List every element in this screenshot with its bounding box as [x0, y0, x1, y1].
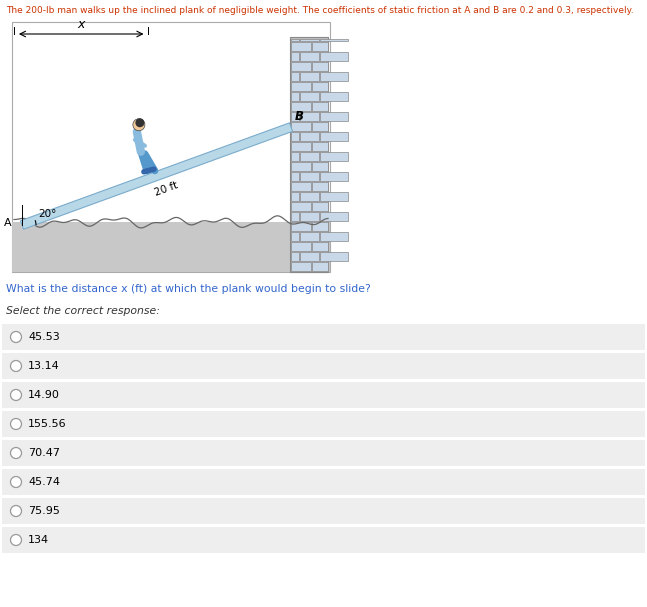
Bar: [320, 251, 348, 260]
Bar: [300, 191, 320, 200]
Text: A: A: [5, 218, 12, 228]
Text: The 200-lb man walks up the inclined plank of negligible weight. The coefficient: The 200-lb man walks up the inclined pla…: [6, 6, 633, 15]
Bar: [312, 141, 328, 151]
Circle shape: [10, 418, 21, 430]
Text: 155.56: 155.56: [28, 419, 67, 429]
Bar: [312, 161, 328, 171]
Circle shape: [10, 361, 21, 371]
Bar: [312, 242, 328, 251]
Bar: [300, 112, 320, 121]
Bar: [291, 211, 298, 220]
Bar: [312, 41, 328, 50]
Bar: [320, 152, 348, 160]
Text: 13.14: 13.14: [28, 361, 60, 371]
Text: 20 ft: 20 ft: [153, 180, 180, 198]
Bar: [291, 181, 311, 191]
Bar: [300, 251, 320, 260]
Bar: [320, 211, 348, 220]
Bar: [312, 262, 328, 271]
Circle shape: [10, 390, 21, 401]
Circle shape: [10, 447, 21, 458]
Bar: [291, 38, 298, 41]
Bar: [291, 92, 298, 101]
Bar: [291, 202, 311, 211]
Bar: [320, 191, 348, 200]
Circle shape: [133, 119, 145, 131]
Bar: [300, 132, 320, 140]
Bar: [300, 92, 320, 101]
Polygon shape: [12, 222, 330, 272]
Bar: [290, 37, 328, 272]
Text: 45.74: 45.74: [28, 477, 60, 487]
Bar: [291, 132, 298, 140]
Bar: [320, 231, 348, 240]
Bar: [291, 222, 311, 231]
Text: 45.53: 45.53: [28, 332, 60, 342]
Bar: [300, 152, 320, 160]
Text: 20°: 20°: [38, 209, 56, 219]
Bar: [300, 72, 320, 81]
Bar: [320, 52, 348, 61]
Circle shape: [10, 535, 21, 546]
Bar: [320, 112, 348, 121]
Bar: [312, 202, 328, 211]
Bar: [320, 72, 348, 81]
Bar: [320, 172, 348, 180]
Bar: [320, 92, 348, 101]
Bar: [291, 251, 298, 260]
Circle shape: [10, 476, 21, 487]
Bar: [2, 440, 645, 466]
Bar: [2, 527, 645, 553]
Bar: [2, 469, 645, 495]
Bar: [320, 132, 348, 140]
Text: B: B: [295, 110, 304, 123]
Bar: [300, 211, 320, 220]
Text: x: x: [78, 18, 85, 31]
Bar: [291, 172, 298, 180]
Text: What is the distance x (ft) at which the plank would begin to slide?: What is the distance x (ft) at which the…: [6, 284, 371, 294]
Bar: [2, 353, 645, 379]
Bar: [312, 121, 328, 131]
Bar: [291, 112, 298, 121]
Bar: [2, 382, 645, 408]
Bar: [291, 141, 311, 151]
Bar: [312, 81, 328, 90]
Text: 70.47: 70.47: [28, 448, 60, 458]
Bar: [320, 38, 348, 41]
Bar: [312, 222, 328, 231]
Bar: [291, 101, 311, 110]
Bar: [291, 61, 311, 70]
Bar: [291, 152, 298, 160]
Text: 14.90: 14.90: [28, 390, 60, 400]
Bar: [291, 81, 311, 90]
Bar: [2, 498, 645, 524]
Bar: [312, 101, 328, 110]
Circle shape: [10, 506, 21, 517]
Bar: [300, 38, 320, 41]
Circle shape: [10, 331, 21, 342]
Bar: [2, 324, 645, 350]
Bar: [2, 411, 645, 437]
Bar: [12, 22, 330, 272]
Bar: [300, 52, 320, 61]
Bar: [300, 172, 320, 180]
Text: 75.95: 75.95: [28, 506, 60, 516]
Bar: [291, 161, 311, 171]
Text: 134: 134: [28, 535, 49, 545]
Bar: [312, 61, 328, 70]
Bar: [312, 181, 328, 191]
Bar: [291, 191, 298, 200]
Polygon shape: [21, 123, 292, 229]
Circle shape: [135, 118, 144, 127]
Bar: [291, 121, 311, 131]
Bar: [291, 52, 298, 61]
Bar: [291, 231, 298, 240]
Bar: [291, 262, 311, 271]
Bar: [291, 242, 311, 251]
Bar: [291, 72, 298, 81]
Text: Select the correct response:: Select the correct response:: [6, 306, 160, 316]
Bar: [291, 41, 311, 50]
Bar: [300, 231, 320, 240]
